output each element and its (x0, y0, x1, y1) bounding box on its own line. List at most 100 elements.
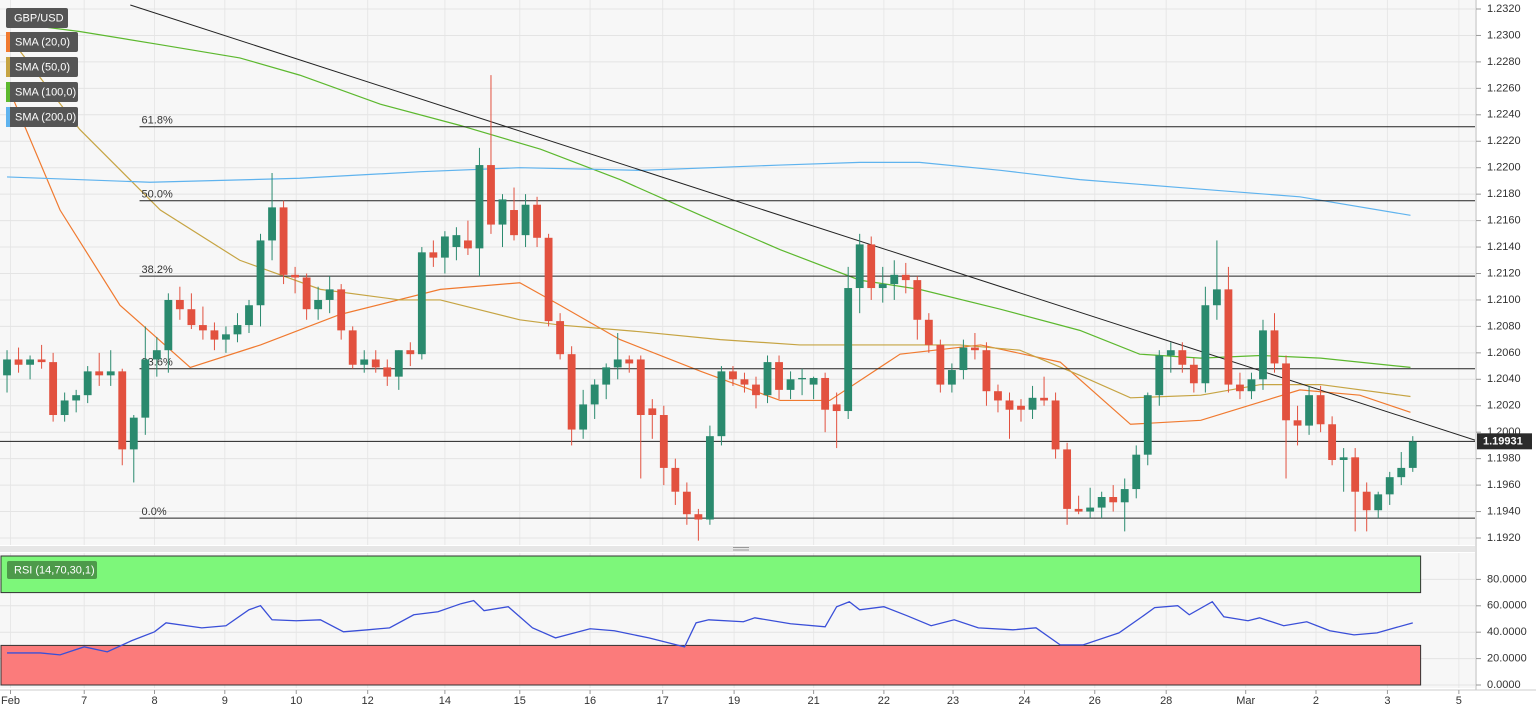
legend-box[interactable] (6, 32, 78, 52)
candle-body (752, 384, 760, 396)
y-tick-label: 1.1960 (1487, 479, 1521, 491)
candle-body (106, 371, 115, 376)
trendline (130, 4, 1475, 441)
main-layer: 61.8%50.0%38.2%23.6%0.0% (0, 4, 1475, 541)
candle-body (1236, 384, 1244, 392)
y-tick-label: 1.1920 (1487, 532, 1521, 544)
candle-body (1178, 350, 1187, 365)
divider-handle (733, 547, 749, 551)
legend-box[interactable] (6, 57, 78, 77)
y-tick-label: 1.2200 (1487, 162, 1521, 174)
y-tick-label: 1.2020 (1487, 400, 1521, 412)
symbol-box[interactable] (6, 8, 68, 28)
y-tick-label: 1.1980 (1487, 453, 1521, 465)
candle-body (406, 350, 415, 355)
fib-label: 38.2% (142, 264, 173, 276)
y-tick-label: 1.2280 (1487, 56, 1521, 68)
candle-body (1247, 379, 1256, 392)
candle-body (890, 274, 899, 285)
candle-body (636, 359, 645, 416)
y-tick-label: 1.2240 (1487, 109, 1521, 121)
candle-body (832, 404, 841, 412)
x-tick-label: 5 (1456, 695, 1462, 707)
candle-body (982, 350, 991, 392)
candle-body (1374, 494, 1383, 511)
candle-body (1328, 424, 1337, 460)
x-tick-label: 26 (1089, 695, 1101, 707)
x-tick-label: 15 (514, 695, 526, 707)
candle-body (913, 280, 922, 320)
x-tick-label: 3 (1384, 695, 1390, 707)
candle-body (291, 274, 300, 278)
candle-body (337, 289, 346, 331)
candle-body (348, 330, 357, 365)
candle-body (613, 359, 622, 368)
candle-body (648, 408, 657, 416)
candle-body (1097, 497, 1106, 508)
legend-box[interactable] (6, 82, 78, 102)
rsi-layer (0, 555, 1422, 686)
candle-body (1259, 330, 1267, 380)
candle-body (452, 235, 461, 248)
candle-body (959, 347, 968, 371)
fib-label: 0.0% (142, 506, 167, 518)
candle-body (602, 367, 611, 385)
candle-body (302, 277, 311, 310)
candle-body (1293, 420, 1302, 426)
panel-divider[interactable] (0, 546, 1475, 552)
legend-label: SMA (100,0) (15, 86, 76, 98)
legend-label: SMA (20,0) (15, 36, 70, 48)
x-tick-label: 2 (1313, 695, 1319, 707)
candle-body (487, 165, 495, 225)
sma-line (6, 33, 1411, 399)
legend-box[interactable] (6, 107, 78, 127)
candle-body (1397, 467, 1406, 478)
candle-body (175, 299, 184, 310)
candle-body (198, 325, 207, 331)
candle-body (947, 370, 956, 385)
x-tick-label: 22 (878, 695, 890, 707)
candle-body (268, 207, 276, 241)
candle-body (521, 204, 530, 236)
candle-body (1063, 449, 1072, 509)
candle-body (440, 236, 449, 258)
candle-body (1109, 497, 1118, 503)
candle-body (717, 371, 726, 437)
fib-label: 50.0% (142, 189, 173, 201)
candle-body (233, 325, 242, 335)
x-tick-label: 17 (657, 695, 669, 707)
rsi-y-tick-label: 20.0000 (1487, 653, 1527, 665)
candle-body (809, 377, 818, 385)
candle-body (152, 350, 161, 360)
x-tick-label: 19 (728, 695, 740, 707)
candle-body (60, 400, 69, 416)
x-tick-label: 16 (584, 695, 596, 707)
legend-swatch (6, 82, 10, 102)
candle-body (1362, 491, 1371, 511)
candle-body (83, 371, 92, 396)
candle-body (763, 362, 772, 396)
candle-body (1282, 363, 1290, 421)
oversold-band (0, 644, 1422, 686)
candle-body (1316, 395, 1325, 425)
candle-body (878, 284, 887, 289)
candle-body (187, 309, 196, 326)
candle-body (1028, 397, 1037, 410)
candle-body (682, 491, 691, 515)
x-tick-label: 14 (439, 695, 451, 707)
candle-body (625, 359, 634, 364)
legend-swatch (6, 57, 10, 77)
candle-body (798, 377, 807, 380)
candle-body (279, 207, 288, 275)
candle-body (164, 299, 173, 351)
candle-body (49, 362, 58, 416)
candle-body (775, 362, 783, 390)
rsi-line (7, 599, 1413, 656)
rsi-label-box[interactable] (7, 561, 97, 579)
candle-body (1086, 507, 1095, 512)
candle-body (314, 299, 323, 310)
sma-line (6, 21, 1411, 368)
legend-label: SMA (50,0) (15, 61, 70, 73)
